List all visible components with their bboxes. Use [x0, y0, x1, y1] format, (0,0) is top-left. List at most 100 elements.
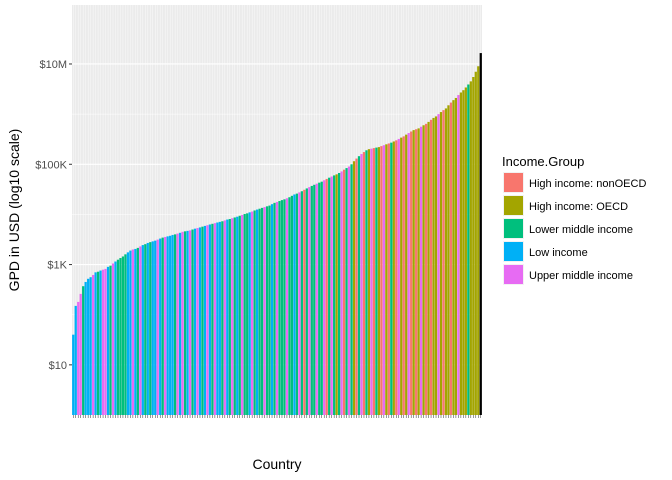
bar — [362, 152, 366, 415]
legend-swatch — [504, 242, 523, 261]
bar — [385, 144, 388, 415]
bar — [241, 214, 244, 415]
bar — [129, 250, 132, 415]
bar — [452, 100, 455, 415]
bar — [94, 272, 97, 415]
bars — [72, 53, 482, 416]
bar — [74, 305, 77, 415]
bar — [174, 234, 177, 415]
bar — [405, 134, 408, 415]
bar — [223, 220, 226, 415]
y-axis: $10 $1K $100K $10M — [35, 59, 72, 372]
bar — [263, 207, 266, 415]
bar — [457, 95, 460, 415]
bar — [141, 245, 144, 415]
bar — [357, 156, 361, 415]
bar — [365, 150, 368, 416]
bar — [164, 236, 167, 415]
bar — [106, 266, 110, 415]
bar — [99, 270, 102, 415]
bar — [338, 172, 341, 415]
bar — [285, 198, 289, 415]
bar — [434, 116, 438, 416]
bar — [171, 234, 174, 415]
y-tick-label: $10M — [39, 59, 67, 71]
bar — [333, 175, 336, 415]
bar — [77, 301, 80, 415]
legend-label: High income: OECD — [529, 201, 628, 213]
bar — [161, 237, 164, 415]
bar — [79, 293, 82, 415]
bar — [387, 143, 390, 415]
bar — [323, 180, 326, 415]
bar — [479, 53, 482, 415]
y-tick-label: $1K — [47, 260, 67, 272]
legend-swatch — [504, 196, 523, 215]
bar — [390, 142, 393, 415]
bar — [330, 176, 333, 415]
bar — [447, 105, 450, 415]
bar — [226, 219, 229, 415]
legend: Income.Group High income: nonOECD High in… — [502, 154, 646, 285]
bar — [360, 154, 363, 415]
bar — [260, 207, 264, 415]
bar — [293, 194, 296, 415]
legend-swatch — [504, 173, 523, 192]
bar — [397, 138, 400, 415]
bar — [248, 212, 251, 415]
bar — [144, 244, 147, 415]
bar — [412, 130, 415, 416]
bar — [159, 238, 162, 415]
bar — [82, 286, 85, 415]
bar — [278, 201, 281, 415]
bar — [315, 183, 318, 415]
bar — [298, 192, 301, 415]
bar — [439, 112, 443, 416]
bar — [442, 110, 445, 416]
bar — [101, 269, 105, 415]
bar — [126, 252, 130, 415]
bar — [87, 278, 90, 415]
bar — [382, 145, 385, 415]
bar — [203, 225, 207, 415]
bar — [372, 148, 376, 416]
bar — [417, 128, 420, 416]
bar — [340, 171, 343, 415]
bar — [238, 215, 241, 415]
bar — [280, 200, 284, 415]
bar — [325, 178, 328, 415]
bar — [246, 213, 249, 415]
bar — [402, 136, 405, 415]
bar — [216, 222, 219, 415]
legend-swatch — [504, 219, 523, 238]
bar — [92, 274, 95, 415]
bar — [193, 228, 197, 415]
bar — [178, 232, 182, 415]
legend-swatch — [504, 265, 523, 284]
bar — [208, 224, 212, 415]
bar — [350, 164, 353, 415]
bar — [265, 206, 269, 415]
bar — [422, 125, 425, 415]
bar — [109, 265, 112, 415]
bar — [454, 97, 458, 416]
bar — [188, 230, 192, 415]
bar — [472, 77, 475, 415]
bar — [395, 140, 398, 415]
bar — [221, 221, 224, 415]
bar — [256, 209, 259, 415]
bar — [424, 123, 428, 415]
bar — [201, 226, 204, 415]
bar — [270, 204, 274, 415]
bar — [233, 217, 236, 415]
bar — [462, 90, 465, 415]
bar — [313, 184, 316, 415]
bar — [124, 254, 127, 415]
bar — [206, 225, 209, 415]
bar — [407, 133, 410, 415]
x-axis-ticks — [72, 415, 482, 418]
bar — [303, 189, 306, 415]
bar — [410, 131, 413, 415]
bar — [111, 263, 115, 415]
